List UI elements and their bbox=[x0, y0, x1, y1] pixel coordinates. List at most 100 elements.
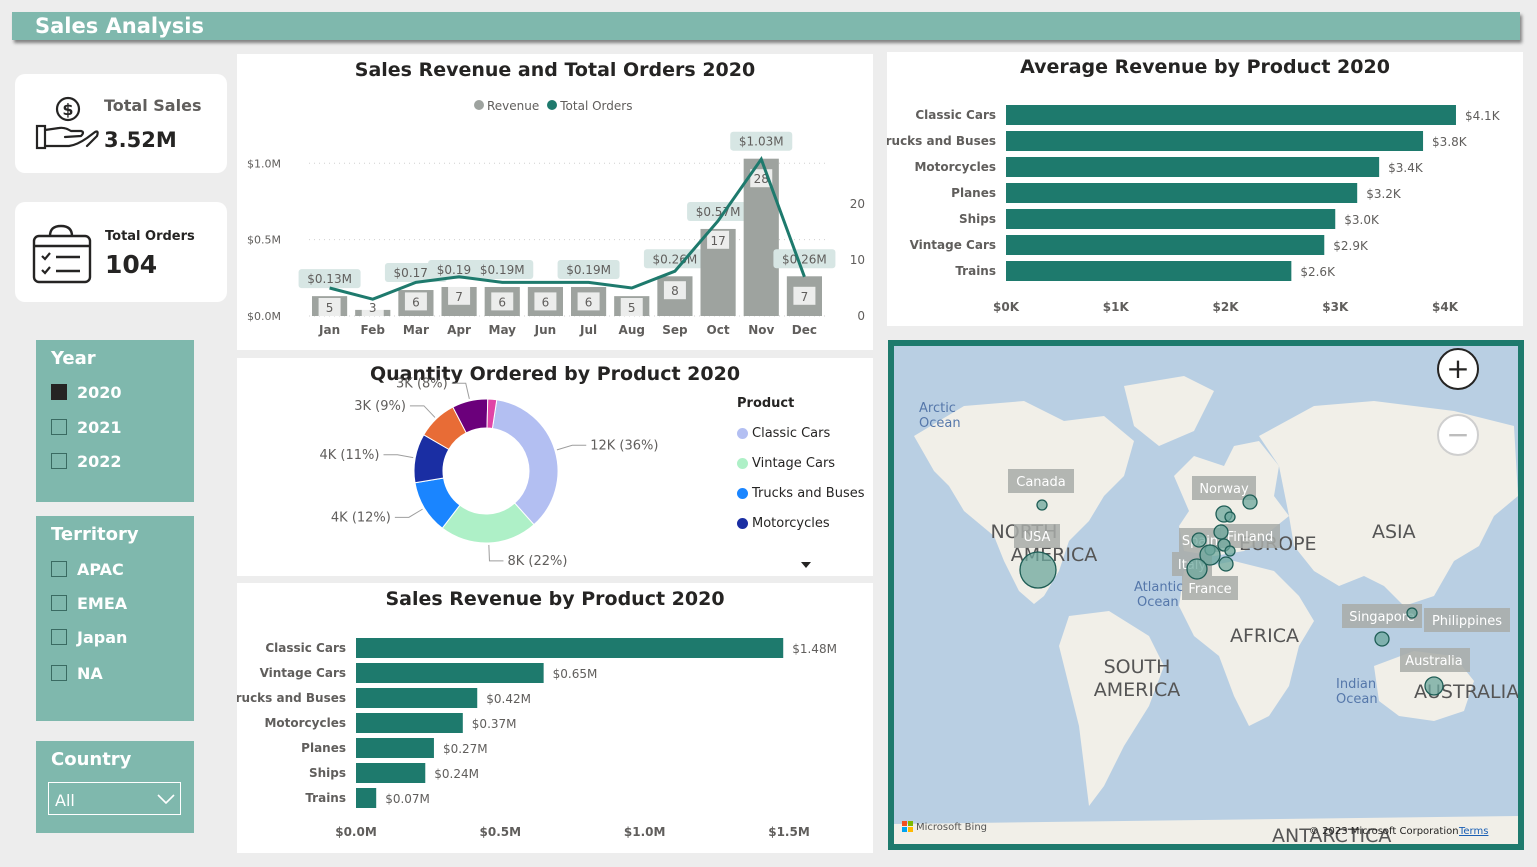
territory-option-apac[interactable]: APAC bbox=[51, 559, 124, 579]
bubble-france bbox=[1199, 544, 1221, 566]
checkbox-2022[interactable] bbox=[51, 453, 67, 469]
donut-leader-line bbox=[556, 444, 587, 451]
combo-x-tick: Apr bbox=[447, 323, 471, 337]
product-bar bbox=[356, 663, 544, 683]
continent-label-south-america: SOUTH bbox=[1104, 656, 1171, 678]
combo-y2-tick: 0 bbox=[857, 309, 865, 323]
donut-legend-item[interactable]: Classic Cars bbox=[737, 418, 865, 448]
bubble-finland bbox=[1242, 494, 1258, 510]
orders-data-label: 5 bbox=[628, 301, 636, 315]
year-option-2021[interactable]: 2021 bbox=[51, 417, 122, 437]
revenue-label-bg bbox=[730, 131, 793, 151]
money-hand-icon: $ bbox=[35, 96, 99, 150]
map-attribution: Microsoft Bing bbox=[916, 822, 987, 833]
map-terms-link[interactable]: Terms bbox=[1458, 826, 1488, 837]
category-label: Ships bbox=[309, 766, 346, 780]
product-bar bbox=[1006, 105, 1456, 125]
legend-label: Classic Cars bbox=[752, 425, 831, 441]
x-tick: $1K bbox=[1103, 300, 1130, 314]
chevron-down-icon bbox=[157, 794, 175, 804]
world-map[interactable]: Arctic Ocean Atlantic Ocean Indian Ocean… bbox=[894, 346, 1518, 844]
continent-label-antarctica: ANTARCTICA bbox=[1272, 825, 1391, 844]
orders-label-bg bbox=[448, 286, 471, 305]
orders-data-label: 6 bbox=[585, 295, 593, 309]
zoom-in-button[interactable]: + bbox=[1437, 348, 1479, 390]
checkbox-2020[interactable] bbox=[51, 384, 67, 400]
product-bar bbox=[1006, 157, 1380, 177]
donut-slice bbox=[491, 399, 559, 526]
product-bar bbox=[1006, 183, 1358, 203]
category-label: Vintage Cars bbox=[260, 666, 346, 680]
orders-data-label: 3 bbox=[369, 301, 377, 315]
south-america-shape bbox=[1059, 611, 1164, 806]
bar-data-label: $0.65M bbox=[553, 667, 598, 681]
legend-label: Trucks and Buses bbox=[752, 485, 865, 501]
checkbox-2021[interactable] bbox=[51, 419, 67, 435]
year-option-2022[interactable]: 2022 bbox=[51, 451, 122, 471]
product-bar bbox=[356, 713, 463, 733]
revenue-data-label: $0.19M bbox=[480, 263, 525, 277]
x-tick: $3K bbox=[1322, 300, 1349, 314]
donut-legend: Classic Cars Vintage Cars Trucks and Buses… bbox=[737, 418, 865, 538]
orders-data-label: 7 bbox=[801, 290, 809, 304]
bar-data-label: $3.2K bbox=[1366, 187, 1402, 201]
kpi-total-orders-card: Total Orders 104 bbox=[15, 202, 227, 302]
bar-data-label: $4.1K bbox=[1465, 109, 1501, 123]
greenland-shape bbox=[1124, 376, 1214, 446]
territory-slicer: Territory APAC EMEA Japan NA bbox=[36, 516, 194, 721]
ocean-label-arctic-2: Ocean bbox=[919, 416, 961, 431]
revenue-label-bg bbox=[687, 201, 750, 221]
category-label: Planes bbox=[301, 741, 346, 755]
orders-label-bg bbox=[663, 281, 686, 300]
donut-legend-item[interactable]: Vintage Cars bbox=[737, 448, 865, 478]
zoom-out-button[interactable]: − bbox=[1437, 414, 1479, 456]
checkbox-japan[interactable] bbox=[51, 629, 67, 645]
country-dropdown[interactable]: All bbox=[48, 782, 181, 815]
product-bar bbox=[356, 688, 478, 708]
legend-label: Motorcycles bbox=[752, 515, 830, 531]
orders-label-bg bbox=[793, 286, 816, 305]
revenue-label-bg bbox=[471, 259, 534, 279]
bar-data-label: $0.27M bbox=[443, 742, 488, 756]
revenue-by-product-title: Sales Revenue by Product 2020 bbox=[385, 588, 725, 610]
country-dropdown-value: All bbox=[55, 791, 75, 810]
product-bar bbox=[356, 763, 426, 783]
orders-label-bg bbox=[361, 298, 384, 316]
checkbox-emea[interactable] bbox=[51, 595, 67, 611]
bubble-spain bbox=[1186, 558, 1208, 580]
category-label: Vintage Cars bbox=[910, 238, 996, 252]
combo-x-tick: Aug bbox=[619, 323, 645, 337]
checkbox-na[interactable] bbox=[51, 665, 67, 681]
combo-y2-tick: 10 bbox=[850, 253, 865, 267]
legend-scroll-down-icon[interactable] bbox=[800, 561, 812, 569]
kpi-total-sales-value: 3.52M bbox=[104, 128, 177, 152]
africa-shape bbox=[1179, 561, 1314, 726]
svg-text:−: − bbox=[1446, 418, 1469, 451]
x-tick: $1.0M bbox=[624, 825, 666, 839]
legend-revenue[interactable]: Revenue bbox=[474, 99, 539, 113]
combo-x-tick: Sep bbox=[662, 323, 688, 337]
revenue-by-product-panel: Sales Revenue by Product 2020 Classic Ca… bbox=[237, 583, 873, 853]
donut-legend-item[interactable]: Trucks and Buses bbox=[737, 478, 865, 508]
country-label-norway: Norway bbox=[1199, 482, 1249, 497]
territory-option-na[interactable]: NA bbox=[51, 663, 103, 683]
revenue-data-label: $0.19M bbox=[566, 263, 611, 277]
legend-marker bbox=[737, 517, 748, 529]
bar-data-label: $0.07M bbox=[385, 792, 430, 806]
bubble-uk bbox=[1191, 532, 1207, 548]
donut-legend-item[interactable]: Motorcycles bbox=[737, 508, 865, 538]
category-label: Trucks and Buses bbox=[237, 691, 346, 705]
legend-total-orders[interactable]: Total Orders bbox=[547, 99, 632, 113]
year-option-2020[interactable]: 2020 bbox=[51, 382, 122, 402]
orders-label-bg bbox=[491, 292, 514, 311]
donut-slice bbox=[486, 398, 498, 430]
checkbox-apac[interactable] bbox=[51, 561, 67, 577]
legend-label: Vintage Cars bbox=[752, 455, 836, 471]
map-panel[interactable]: Arctic Ocean Atlantic Ocean Indian Ocean… bbox=[888, 340, 1524, 850]
donut-leader-line bbox=[451, 382, 470, 400]
bar-data-label: $3.4K bbox=[1388, 161, 1424, 175]
territory-option-emea[interactable]: EMEA bbox=[51, 593, 127, 613]
legend-marker bbox=[737, 487, 748, 499]
territory-option-japan[interactable]: Japan bbox=[51, 627, 127, 647]
country-slicer-title: Country bbox=[51, 749, 132, 770]
